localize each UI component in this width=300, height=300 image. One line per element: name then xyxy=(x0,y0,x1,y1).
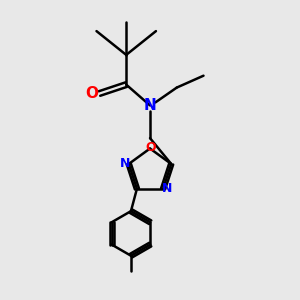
Text: N: N xyxy=(161,182,172,195)
Text: N: N xyxy=(144,98,156,113)
Text: N: N xyxy=(120,158,130,170)
Text: O: O xyxy=(85,86,98,101)
Text: O: O xyxy=(146,140,156,154)
